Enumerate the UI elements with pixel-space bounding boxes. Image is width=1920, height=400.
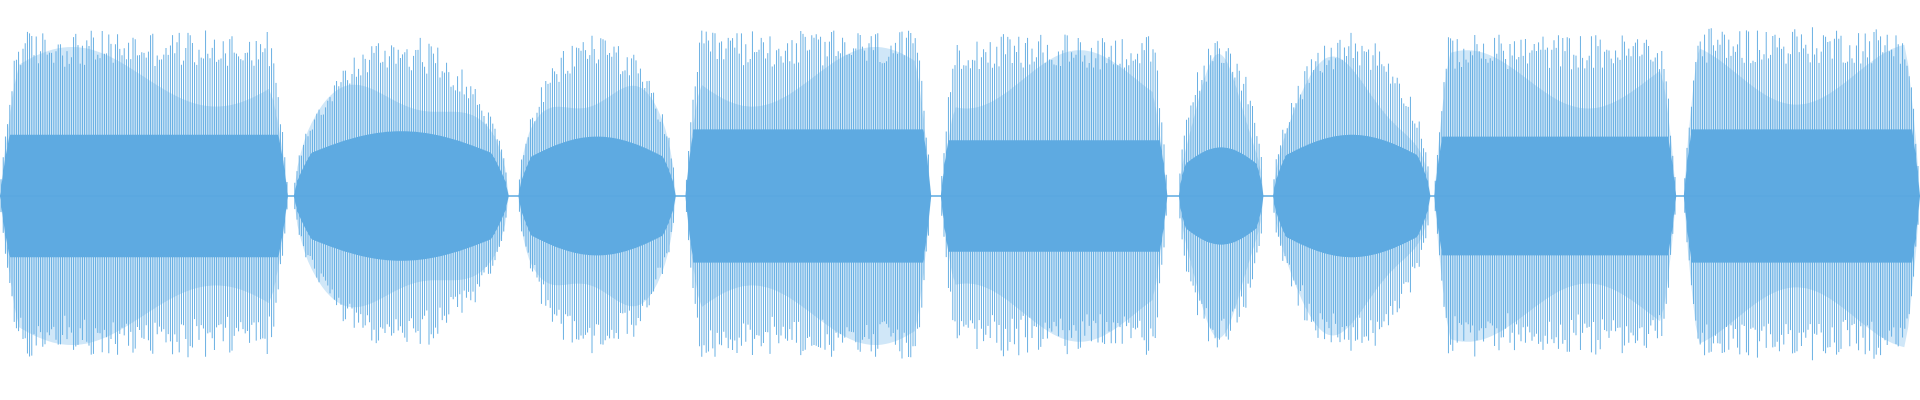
waveform-body-layer (0, 129, 1920, 263)
